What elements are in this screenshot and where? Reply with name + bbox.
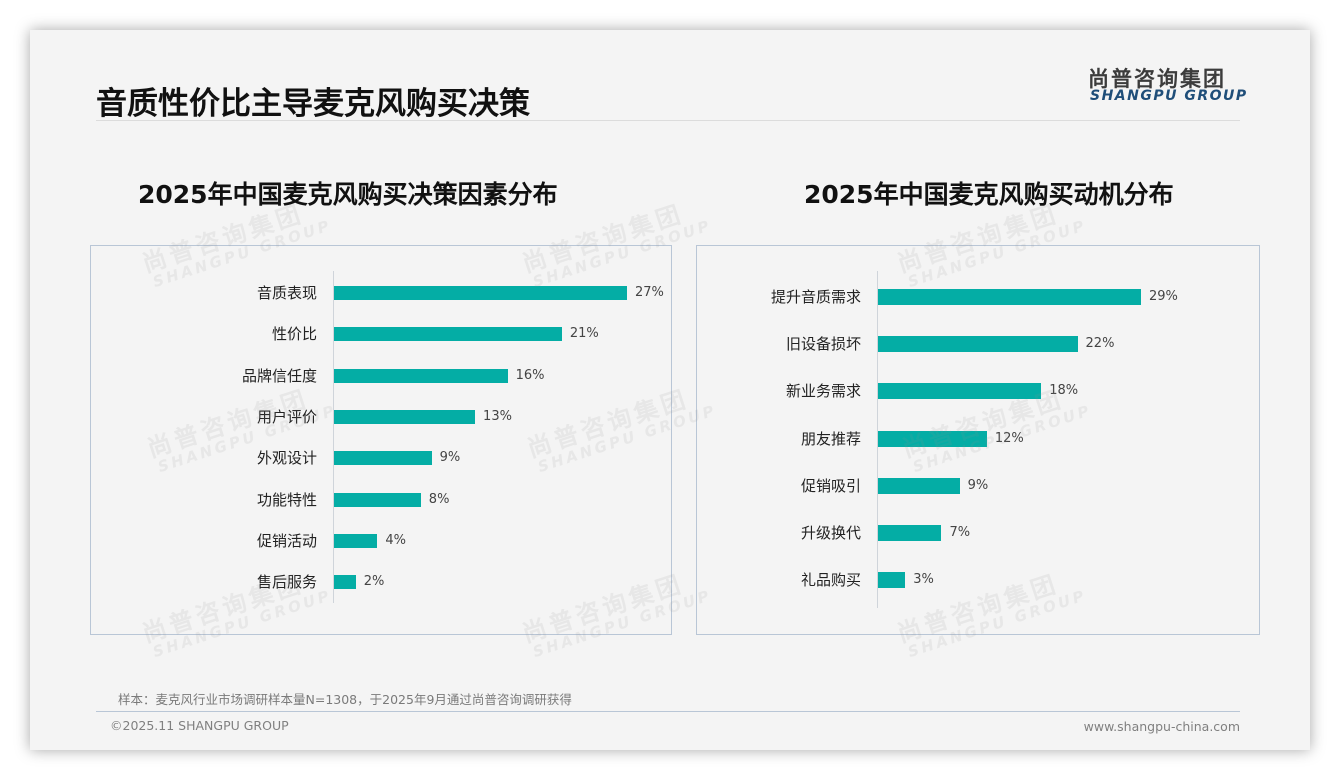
value-label: 21% bbox=[569, 326, 599, 342]
category-label: 升级换代 bbox=[800, 524, 861, 542]
category-axis bbox=[333, 271, 334, 603]
category-label: 音质表现 bbox=[256, 284, 317, 302]
website-link[interactable]: www.shangpu-china.com bbox=[1083, 719, 1240, 734]
page-title: 音质性价比主导麦克风购买决策 bbox=[96, 86, 530, 122]
bar bbox=[334, 533, 378, 548]
bar bbox=[878, 289, 1142, 305]
bar bbox=[878, 336, 1078, 353]
category-label: 促销吸引 bbox=[800, 476, 861, 495]
category-label: 提升音质需求 bbox=[770, 288, 861, 306]
category-label: 促销活动 bbox=[256, 531, 317, 550]
value-label: 9% bbox=[439, 450, 461, 466]
value-label: 22% bbox=[1085, 336, 1115, 352]
value-label: 2% bbox=[363, 574, 385, 590]
chart-panel-left: 音质表现 27% 性价比 21% 品牌信任度 16% 用户评价 13% 外观设计 9% 功能特性 8%… bbox=[90, 245, 672, 635]
category-label: 旧设备损坏 bbox=[785, 335, 861, 354]
bar bbox=[878, 525, 942, 541]
category-axis bbox=[877, 271, 878, 608]
bar bbox=[334, 286, 627, 300]
copyright: ©2025.11 SHANGPU GROUP bbox=[110, 718, 289, 733]
bar-chart-purchase-motives: 提升音质需求 29% 旧设备损坏 22% 新业务需求 18% 朋友推荐 12% 促销吸引 9% 升级… bbox=[697, 246, 1259, 634]
value-label: 29% bbox=[1149, 289, 1178, 304]
value-label: 27% bbox=[634, 285, 664, 300]
bar bbox=[878, 572, 906, 589]
category-label: 外观设计 bbox=[256, 449, 317, 468]
footer-divider bbox=[96, 711, 1240, 712]
category-label: 朋友推荐 bbox=[800, 429, 861, 448]
logo-english: SHANGPU GROUP bbox=[1090, 88, 1248, 104]
bar-chart-decision-factors: 音质表现 27% 性价比 21% 品牌信任度 16% 用户评价 13% 外观设计 9% 功能特性 8%… bbox=[91, 246, 671, 634]
category-label: 售后服务 bbox=[256, 573, 317, 592]
value-label: 4% bbox=[385, 532, 407, 548]
value-label: 7% bbox=[949, 525, 971, 540]
value-label: 16% bbox=[515, 367, 545, 383]
bar bbox=[334, 492, 421, 507]
bar bbox=[878, 477, 960, 494]
slide: 音质性价比主导麦克风购买决策 尚普咨询集团 SHANGPU GROUP 尚普咨询… bbox=[30, 30, 1310, 750]
chart-panel-right: 提升音质需求 29% 旧设备损坏 22% 新业务需求 18% 朋友推荐 12% 促销吸引 9% 升级… bbox=[696, 245, 1260, 635]
category-label: 功能特性 bbox=[256, 490, 317, 509]
category-label: 礼品购买 bbox=[800, 571, 861, 590]
value-label: 9% bbox=[967, 477, 989, 493]
bar bbox=[878, 430, 987, 447]
bar bbox=[878, 383, 1042, 400]
value-label: 12% bbox=[994, 430, 1024, 446]
category-label: 用户评价 bbox=[256, 407, 317, 426]
bar bbox=[334, 575, 356, 590]
bar bbox=[334, 451, 432, 466]
category-label: 性价比 bbox=[271, 325, 317, 344]
value-label: 13% bbox=[483, 408, 512, 424]
bar bbox=[334, 409, 476, 424]
bar bbox=[334, 368, 508, 383]
logo-chinese: 尚普咨询集团 bbox=[1088, 67, 1226, 91]
category-label: 品牌信任度 bbox=[241, 366, 317, 385]
value-label: 18% bbox=[1049, 383, 1079, 399]
bar bbox=[334, 327, 562, 342]
value-label: 3% bbox=[913, 572, 934, 588]
title-divider bbox=[96, 120, 1240, 121]
sample-note: 样本：麦克风行业市场调研样本量N=1308，于2025年9月通过尚普咨询调研获得 bbox=[118, 692, 572, 707]
chart-title-right: 2025年中国麦克风购买动机分布 bbox=[804, 180, 1174, 209]
category-label: 新业务需求 bbox=[785, 382, 861, 401]
chart-title-left: 2025年中国麦克风购买决策因素分布 bbox=[138, 180, 558, 209]
value-label: 8% bbox=[428, 491, 450, 507]
